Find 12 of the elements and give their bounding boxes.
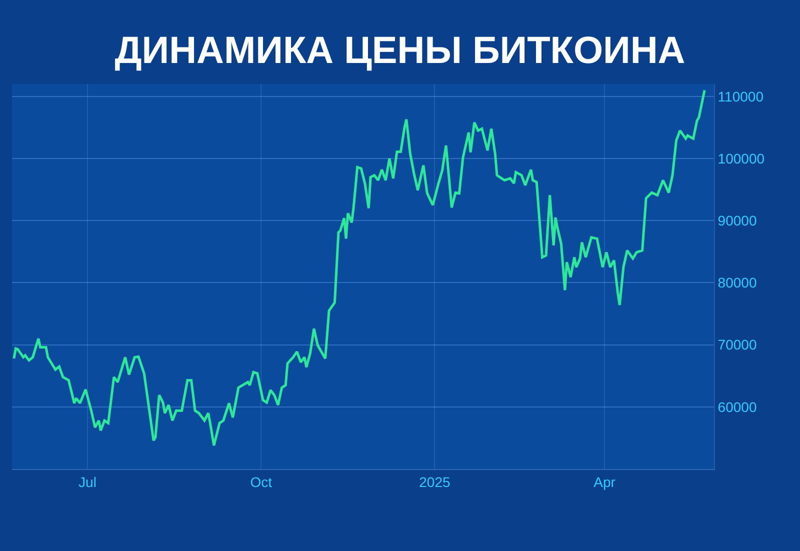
y-tick-label: 90000 [718, 212, 757, 229]
y-tick-label: 110000 [718, 88, 764, 104]
chart-title: ДИНАМИКА ЦЕНЫ БИТКОИНА [114, 30, 686, 72]
x-tick-label: Oct [250, 474, 272, 490]
y-tick-label: 100000 [718, 150, 765, 166]
y-tick-label: 60000 [718, 398, 757, 415]
x-tick-label: Jul [78, 474, 96, 490]
x-tick-label: Apr [594, 474, 616, 490]
y-tick-label: 80000 [718, 274, 757, 291]
x-tick-label: 2025 [419, 474, 450, 490]
y-tick-label: 70000 [718, 336, 757, 353]
line-series [12, 88, 706, 447]
